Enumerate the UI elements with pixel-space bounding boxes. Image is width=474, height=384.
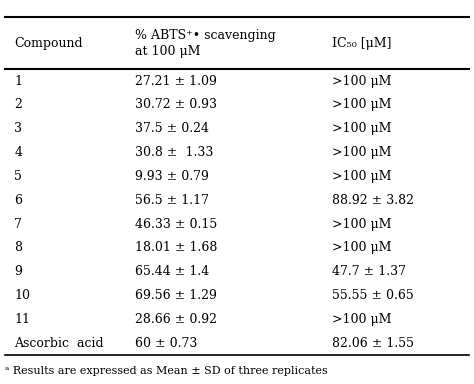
Text: 47.7 ± 1.37: 47.7 ± 1.37 — [332, 265, 406, 278]
Text: 7: 7 — [14, 218, 22, 230]
Text: >100 μM: >100 μM — [332, 98, 392, 111]
Text: 1: 1 — [14, 74, 22, 88]
Text: 5: 5 — [14, 170, 22, 183]
Text: 9.93 ± 0.79: 9.93 ± 0.79 — [135, 170, 209, 183]
Text: 37.5 ± 0.24: 37.5 ± 0.24 — [135, 122, 209, 135]
Text: 2: 2 — [14, 98, 22, 111]
Text: Compound: Compound — [14, 37, 83, 50]
Text: 88.92 ± 3.82: 88.92 ± 3.82 — [332, 194, 414, 207]
Text: 60 ± 0.73: 60 ± 0.73 — [135, 337, 198, 350]
Text: >100 μM: >100 μM — [332, 170, 392, 183]
Text: % ABTS⁺• scavenging
at 100 μM: % ABTS⁺• scavenging at 100 μM — [135, 29, 276, 58]
Text: 4: 4 — [14, 146, 22, 159]
Text: 82.06 ± 1.55: 82.06 ± 1.55 — [332, 337, 414, 350]
Text: >100 μM: >100 μM — [332, 146, 392, 159]
Text: 30.72 ± 0.93: 30.72 ± 0.93 — [135, 98, 217, 111]
Text: >100 μM: >100 μM — [332, 122, 392, 135]
Text: 9: 9 — [14, 265, 22, 278]
Text: 55.55 ± 0.65: 55.55 ± 0.65 — [332, 289, 413, 302]
Text: 56.5 ± 1.17: 56.5 ± 1.17 — [135, 194, 209, 207]
Text: >100 μM: >100 μM — [332, 313, 392, 326]
Text: 6: 6 — [14, 194, 22, 207]
Text: 18.01 ± 1.68: 18.01 ± 1.68 — [135, 242, 218, 255]
Text: Ascorbic  acid: Ascorbic acid — [14, 337, 104, 350]
Text: >100 μM: >100 μM — [332, 218, 392, 230]
Text: 46.33 ± 0.15: 46.33 ± 0.15 — [135, 218, 218, 230]
Text: 10: 10 — [14, 289, 30, 302]
Text: 11: 11 — [14, 313, 30, 326]
Text: 3: 3 — [14, 122, 22, 135]
Text: 27.21 ± 1.09: 27.21 ± 1.09 — [135, 74, 217, 88]
Text: 69.56 ± 1.29: 69.56 ± 1.29 — [135, 289, 217, 302]
Text: 65.44 ± 1.4: 65.44 ± 1.4 — [135, 265, 210, 278]
Text: ᵃ Results are expressed as Mean ± SD of three replicates: ᵃ Results are expressed as Mean ± SD of … — [5, 366, 328, 376]
Text: >100 μM: >100 μM — [332, 74, 392, 88]
Text: >100 μM: >100 μM — [332, 242, 392, 255]
Text: 28.66 ± 0.92: 28.66 ± 0.92 — [135, 313, 217, 326]
Text: IC₅₀ [μM]: IC₅₀ [μM] — [332, 37, 392, 50]
Text: 8: 8 — [14, 242, 22, 255]
Text: 30.8 ±  1.33: 30.8 ± 1.33 — [135, 146, 213, 159]
